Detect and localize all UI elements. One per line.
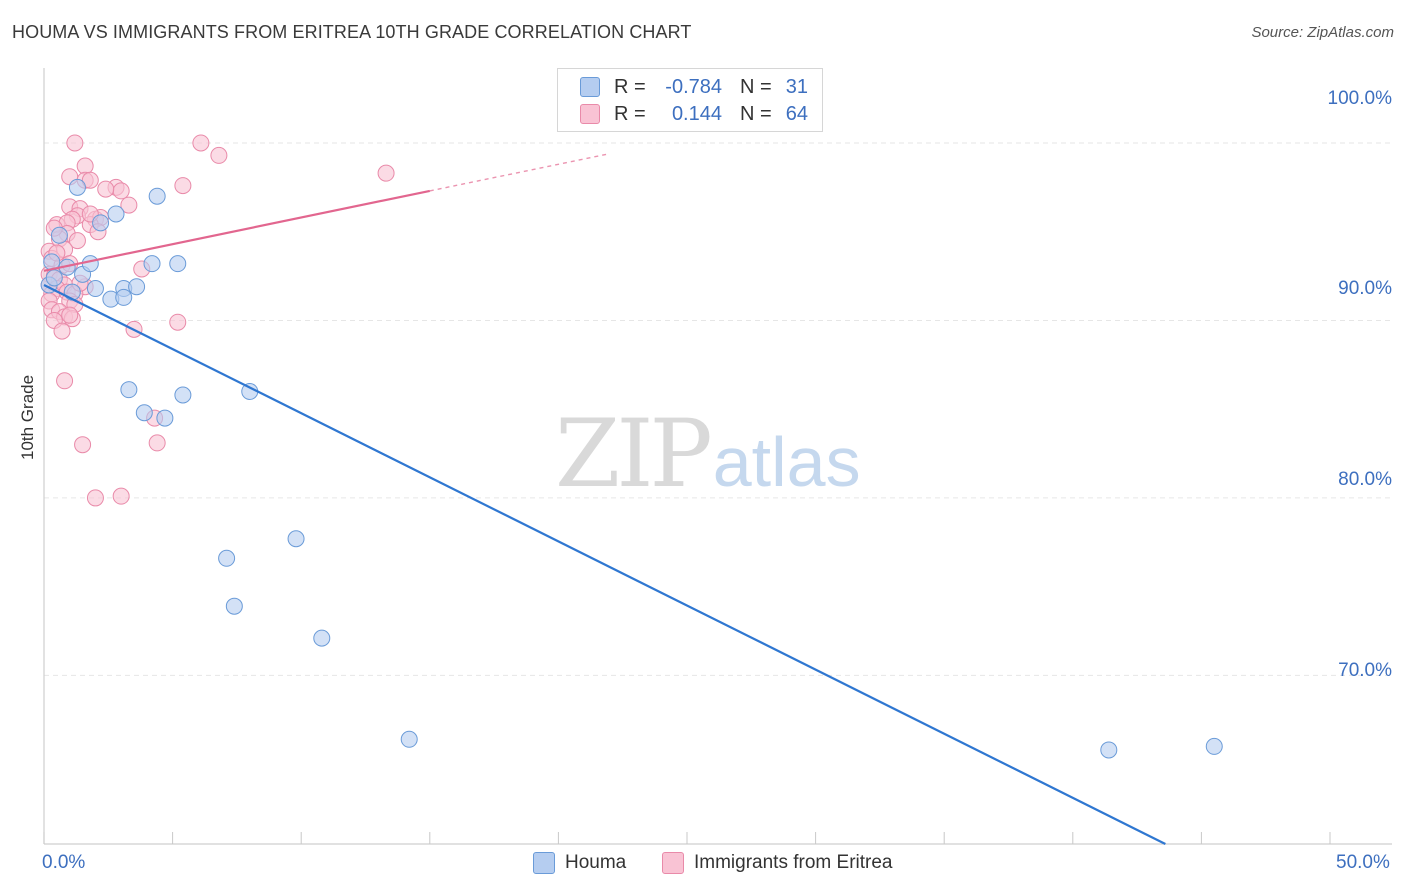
legend-item-houma[interactable]: Houma	[533, 852, 626, 874]
eritrea-point	[66, 134, 84, 152]
houma-point	[400, 730, 418, 748]
x-tick-label-min: 0.0%	[42, 852, 86, 873]
y-tick-label-80: 80.0%	[1338, 469, 1392, 490]
houma-point	[218, 549, 236, 567]
houma-point	[63, 283, 81, 301]
y-tick-label-90: 90.0%	[1338, 278, 1392, 299]
houma-point	[287, 530, 305, 548]
eritrea-point	[210, 146, 228, 164]
eritrea-r-label: R =	[614, 102, 646, 125]
houma-point	[225, 597, 243, 615]
y-tick-label-70: 70.0%	[1338, 660, 1392, 681]
houma-point	[107, 205, 125, 223]
eritrea-point	[74, 436, 92, 454]
eritrea-point	[169, 313, 187, 331]
eritrea-legend-swatch	[662, 852, 684, 874]
eritrea-point	[68, 232, 86, 250]
eritrea-point	[56, 372, 74, 390]
eritrea-r-value: 0.144	[671, 102, 722, 125]
houma-point	[143, 255, 161, 273]
legend-item-eritrea[interactable]: Immigrants from Eritrea	[662, 852, 892, 874]
eritrea-trend-line	[43, 189, 431, 272]
houma-point	[1205, 737, 1223, 755]
houma-n-value: 31	[785, 75, 808, 98]
eritrea-point	[112, 487, 130, 505]
eritrea-point	[192, 134, 210, 152]
houma-r-label: R =	[614, 75, 646, 98]
houma-point	[50, 226, 68, 244]
houma-point	[156, 409, 174, 427]
houma-point	[68, 178, 86, 196]
eritrea-point	[377, 164, 395, 182]
eritrea-point	[61, 306, 79, 324]
houma-point	[128, 278, 146, 296]
houma-point	[92, 214, 110, 232]
houma-point	[86, 280, 104, 298]
eritrea-trend-extension	[429, 152, 610, 192]
legend-row-houma: R = -0.784 N = 31	[580, 74, 808, 100]
houma-point	[120, 381, 138, 399]
eritrea-point	[76, 157, 94, 175]
watermark-zip: ZIP	[555, 400, 713, 509]
houma-point	[135, 404, 153, 422]
watermark: ZIPatlas	[555, 400, 861, 509]
eritrea-point	[174, 177, 192, 195]
houma-n-label: N =	[740, 75, 772, 98]
houma-point	[1100, 741, 1118, 759]
legend-row-eritrea: R = 0.144 N = 64	[580, 101, 808, 127]
houma-point	[45, 269, 63, 287]
houma-point	[174, 386, 192, 404]
source-label: Source: ZipAtlas.com	[1251, 24, 1394, 41]
watermark-atlas: atlas	[712, 423, 861, 501]
eritrea-n-value: 64	[785, 102, 808, 125]
eritrea-point	[81, 171, 99, 189]
eritrea-point	[120, 196, 138, 214]
houma-point	[148, 187, 166, 205]
houma-legend-swatch	[533, 852, 555, 874]
houma-point	[115, 288, 133, 306]
houma-point	[169, 255, 187, 273]
houma-point	[313, 629, 331, 647]
y-axis-title: 10th Grade	[18, 374, 37, 460]
eritrea-n-label: N =	[740, 102, 772, 125]
eritrea-swatch	[580, 104, 600, 124]
x-tick-label-max: 50.0%	[1336, 852, 1390, 873]
eritrea-legend-label: Immigrants from Eritrea	[694, 852, 893, 873]
series-legend: Houma Immigrants from Eritrea	[0, 852, 1406, 878]
eritrea-point	[97, 180, 115, 198]
eritrea-point	[86, 489, 104, 507]
eritrea-point	[53, 322, 71, 340]
houma-legend-label: Houma	[565, 852, 627, 873]
houma-r-value: -0.784	[665, 75, 722, 98]
eritrea-point	[112, 182, 130, 200]
eritrea-point	[148, 434, 166, 452]
houma-point	[81, 255, 99, 273]
y-tick-label-100: 100.0%	[1327, 88, 1392, 109]
chart-title: HOUMA VS IMMIGRANTS FROM ERITREA 10TH GR…	[12, 22, 692, 42]
houma-swatch	[580, 77, 600, 97]
stats-legend: R = -0.784 N = 31 R = 0.144 N = 64	[557, 68, 823, 132]
houma-trend-line	[43, 283, 1166, 845]
